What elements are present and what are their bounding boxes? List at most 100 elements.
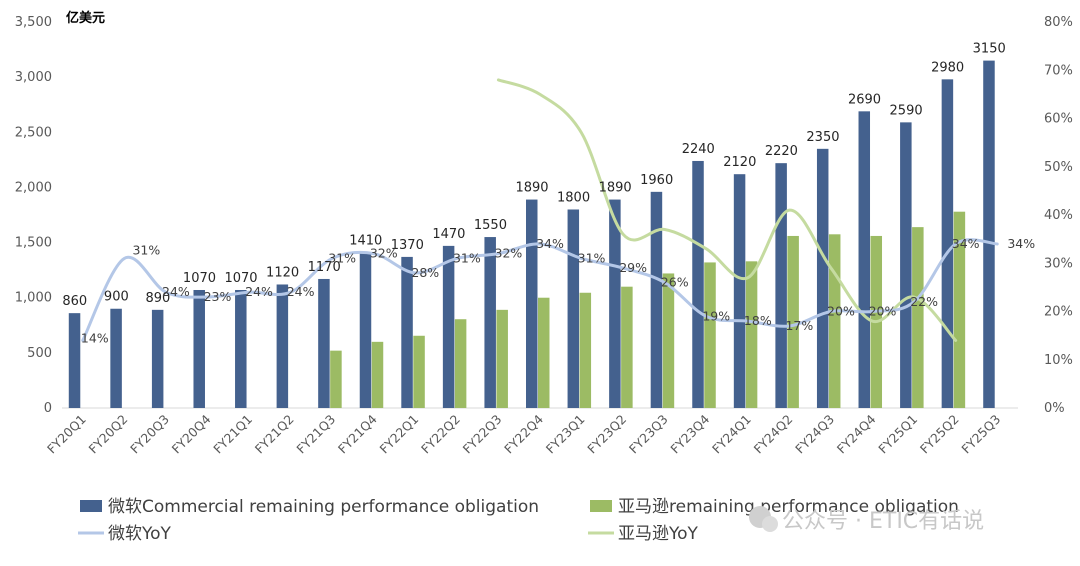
left-axis-tick-label: 500 [27,346,52,361]
microsoft-rpo-value-label: 1890 [515,181,548,196]
microsoft-yoy-label: 32% [370,246,398,261]
legend-label: 亚马逊YoY [618,524,699,544]
microsoft-yoy-label: 34% [1007,236,1035,251]
microsoft-rpo-bar [609,199,621,408]
microsoft-yoy-line [81,238,999,342]
microsoft-yoy-label: 34% [536,236,564,251]
microsoft-yoy-label: 22% [910,294,938,309]
right-axis-tick-label: 0% [1044,401,1065,416]
microsoft-rpo-bar [941,79,954,408]
amazon-rpo-bar [579,292,592,408]
x-axis-category-label: FY22Q2 [418,412,463,457]
microsoft-rpo-value-label: 1070 [224,271,257,286]
microsoft-rpo-value-label: 1410 [349,233,382,248]
legend-swatch-bar [80,500,102,512]
microsoft-yoy-label: 23% [204,289,232,304]
x-axis-category-label: FY24Q4 [834,411,879,456]
left-axis-tick-label: 1,000 [15,291,52,306]
microsoft-yoy-label: 34% [952,236,980,251]
amazon-rpo-bar [662,273,675,408]
microsoft-rpo-value-label: 1550 [474,218,507,233]
x-axis-category-label: FY21Q1 [210,412,255,457]
microsoft-rpo-bar [650,191,663,408]
x-axis-category-label: FY20Q3 [127,412,172,457]
wechat-icon-bubble [762,516,778,532]
microsoft-rpo-value-label: 2690 [848,92,881,107]
amazon-rpo-bar [787,235,799,408]
microsoft-rpo-bar [151,309,164,408]
microsoft-rpo-bar [276,284,289,408]
microsoft-rpo-value-label: 1800 [557,190,590,205]
bar-series [68,60,995,409]
microsoft-yoy-label: 31% [453,250,481,265]
left-axis-tick-label: 0 [44,401,52,416]
microsoft-rpo-bar [900,122,912,409]
microsoft-yoy-label: 31% [578,250,606,265]
right-axis-ticks: 0% 10% 20% 30% 40% 50% 60% 70% 80% [1044,15,1073,416]
microsoft-rpo-value-label: 1120 [266,265,299,280]
bar-data-labels: 860 900 890 1070 1070 1120 1170 1410 1370 1470 155… [62,42,1005,310]
legend-swatch-bar [590,500,612,512]
microsoft-rpo-value-label: 2120 [723,155,756,170]
right-axis-tick-label: 70% [1044,63,1073,78]
x-axis-tick-labels: FY20Q1FY20Q2FY20Q3FY20Q4FY21Q1FY21Q2FY21… [44,411,1003,456]
amazon-rpo-bar [330,350,342,408]
microsoft-rpo-value-label: 2590 [890,103,923,118]
left-axis-tick-label: 2,500 [15,125,52,140]
amazon-rpo-bar [413,335,425,408]
microsoft-yoy-label: 31% [132,242,160,257]
amazon-rpo-bar [621,286,633,408]
microsoft-rpo-bar [193,289,205,408]
microsoft-yoy-label: 20% [827,304,855,319]
right-axis-tick-label: 10% [1044,353,1073,368]
amazon-rpo-bar [371,341,384,408]
x-axis-category-label: FY21Q4 [335,411,380,456]
x-axis-category-label: FY25Q1 [875,412,920,457]
microsoft-rpo-bar [442,245,455,408]
x-axis-category-label: FY24Q1 [709,412,754,457]
amazon-rpo-bar [538,297,550,408]
x-axis-category-label: FY22Q3 [460,412,505,457]
x-axis-category-label: FY23Q3 [626,412,671,457]
watermark-text: 公众号 · ETIC有话说 [782,509,984,534]
microsoft-rpo-bar [110,308,122,408]
left-axis-tick-label: 3,000 [15,70,52,85]
x-axis-category-label: FY21Q2 [252,412,297,457]
microsoft-rpo-bar [235,289,247,408]
microsoft-rpo-value-label: 2240 [682,142,715,157]
microsoft-rpo-value-label: 900 [104,290,129,305]
microsoft-yoy-label: 31% [328,250,356,265]
amazon-rpo-bar [496,309,508,408]
left-axis-tick-label: 2,000 [15,180,52,195]
microsoft-rpo-value-label: 1960 [640,173,673,188]
microsoft-rpo-value-label: 890 [145,291,170,306]
legend-label: 微软YoY [108,524,172,544]
x-axis-category-label: FY20Q1 [44,412,89,457]
microsoft-rpo-value-label: 3150 [973,42,1006,57]
microsoft-rpo-bar [775,163,787,408]
microsoft-yoy-label: 18% [744,313,772,328]
microsoft-rpo-value-label: 1170 [308,260,341,275]
left-axis-tick-label: 1,500 [15,236,52,251]
amazon-rpo-bar [745,261,758,408]
microsoft-yoy-label: 19% [702,308,730,323]
x-axis-category-label: FY25Q3 [958,412,1003,457]
x-axis-category-label: FY22Q4 [501,411,546,456]
left-axis-ticks: 0 500 1,000 1,500 2,000 2,500 3,000 3,500 [15,15,52,416]
amazon-rpo-bar [454,319,467,408]
microsoft-rpo-bar [983,60,995,408]
microsoft-rpo-value-label: 860 [62,294,87,309]
amazon-rpo-bar [704,262,716,408]
x-axis-category-label: FY20Q4 [169,411,214,456]
amazon-rpo-bar [828,234,841,408]
legend-label: 微软Commercial remaining performance oblig… [108,497,539,517]
microsoft-rpo-value-label: 1470 [432,227,465,242]
microsoft-yoy-label: 24% [245,284,273,299]
microsoft-yoy-label: 32% [495,246,523,261]
microsoft-yoy-label: 28% [411,265,439,280]
x-axis-category-label: FY22Q1 [377,412,422,457]
right-axis-tick-label: 30% [1044,256,1073,271]
x-axis-category-label: FY23Q1 [543,412,588,457]
